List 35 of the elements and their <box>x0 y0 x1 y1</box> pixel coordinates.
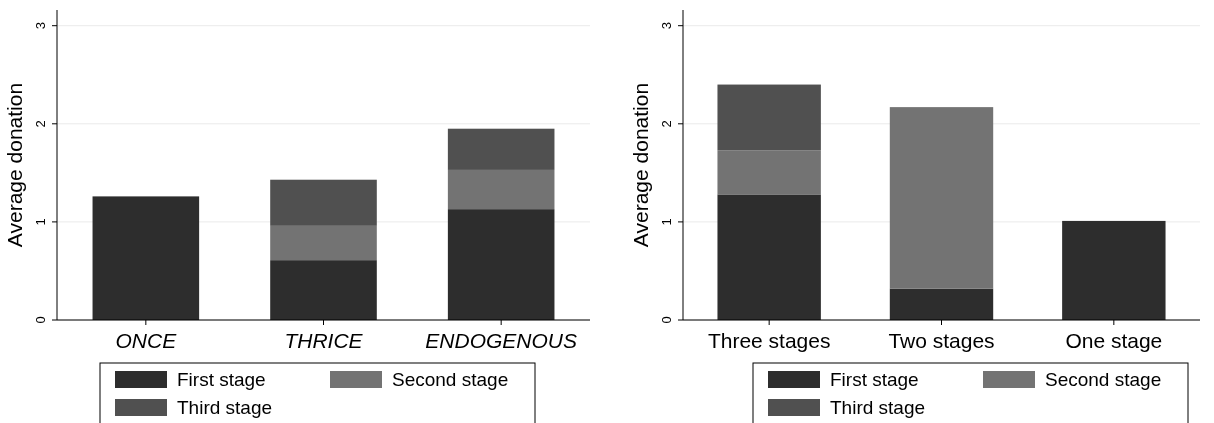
x-tick-label: Two stages <box>888 329 995 352</box>
x-tick-label: THRICE <box>284 329 364 352</box>
bar <box>92 196 200 320</box>
x-tick-label: ONCE <box>115 329 178 352</box>
bar <box>270 225 377 261</box>
legend-label: Third stage <box>177 397 273 418</box>
legend-label: First stage <box>177 369 266 390</box>
y-tick-label: 1 <box>33 218 48 226</box>
x-tick-label: Three stages <box>707 329 831 352</box>
legend-label: Second stage <box>1045 369 1162 390</box>
bar <box>717 194 821 320</box>
bar <box>717 150 821 195</box>
legend-label: Third stage <box>830 397 926 418</box>
legend-label: Second stage <box>392 369 509 390</box>
bar <box>447 128 555 170</box>
y-tick-label: 0 <box>33 316 48 324</box>
bar <box>889 107 994 289</box>
y-tick-label: 1 <box>659 218 674 226</box>
bar <box>270 260 377 320</box>
y-tick-label: 3 <box>33 22 48 30</box>
bar <box>889 288 994 320</box>
legend-label: First stage <box>830 369 919 390</box>
x-tick-label: ENDOGENOUS <box>425 329 578 352</box>
y-axis-title: Average donation <box>629 82 652 248</box>
y-tick-label: 0 <box>659 316 674 324</box>
bar <box>447 169 555 210</box>
y-axis-title: Average donation <box>3 82 26 248</box>
x-tick-label: One stage <box>1065 329 1163 352</box>
y-tick-label: 2 <box>33 120 48 128</box>
y-tick-label: 2 <box>659 120 674 128</box>
bar <box>1062 220 1166 320</box>
bar <box>717 84 821 151</box>
y-tick-label: 3 <box>659 22 674 30</box>
bar <box>270 179 377 226</box>
bar <box>447 209 555 320</box>
